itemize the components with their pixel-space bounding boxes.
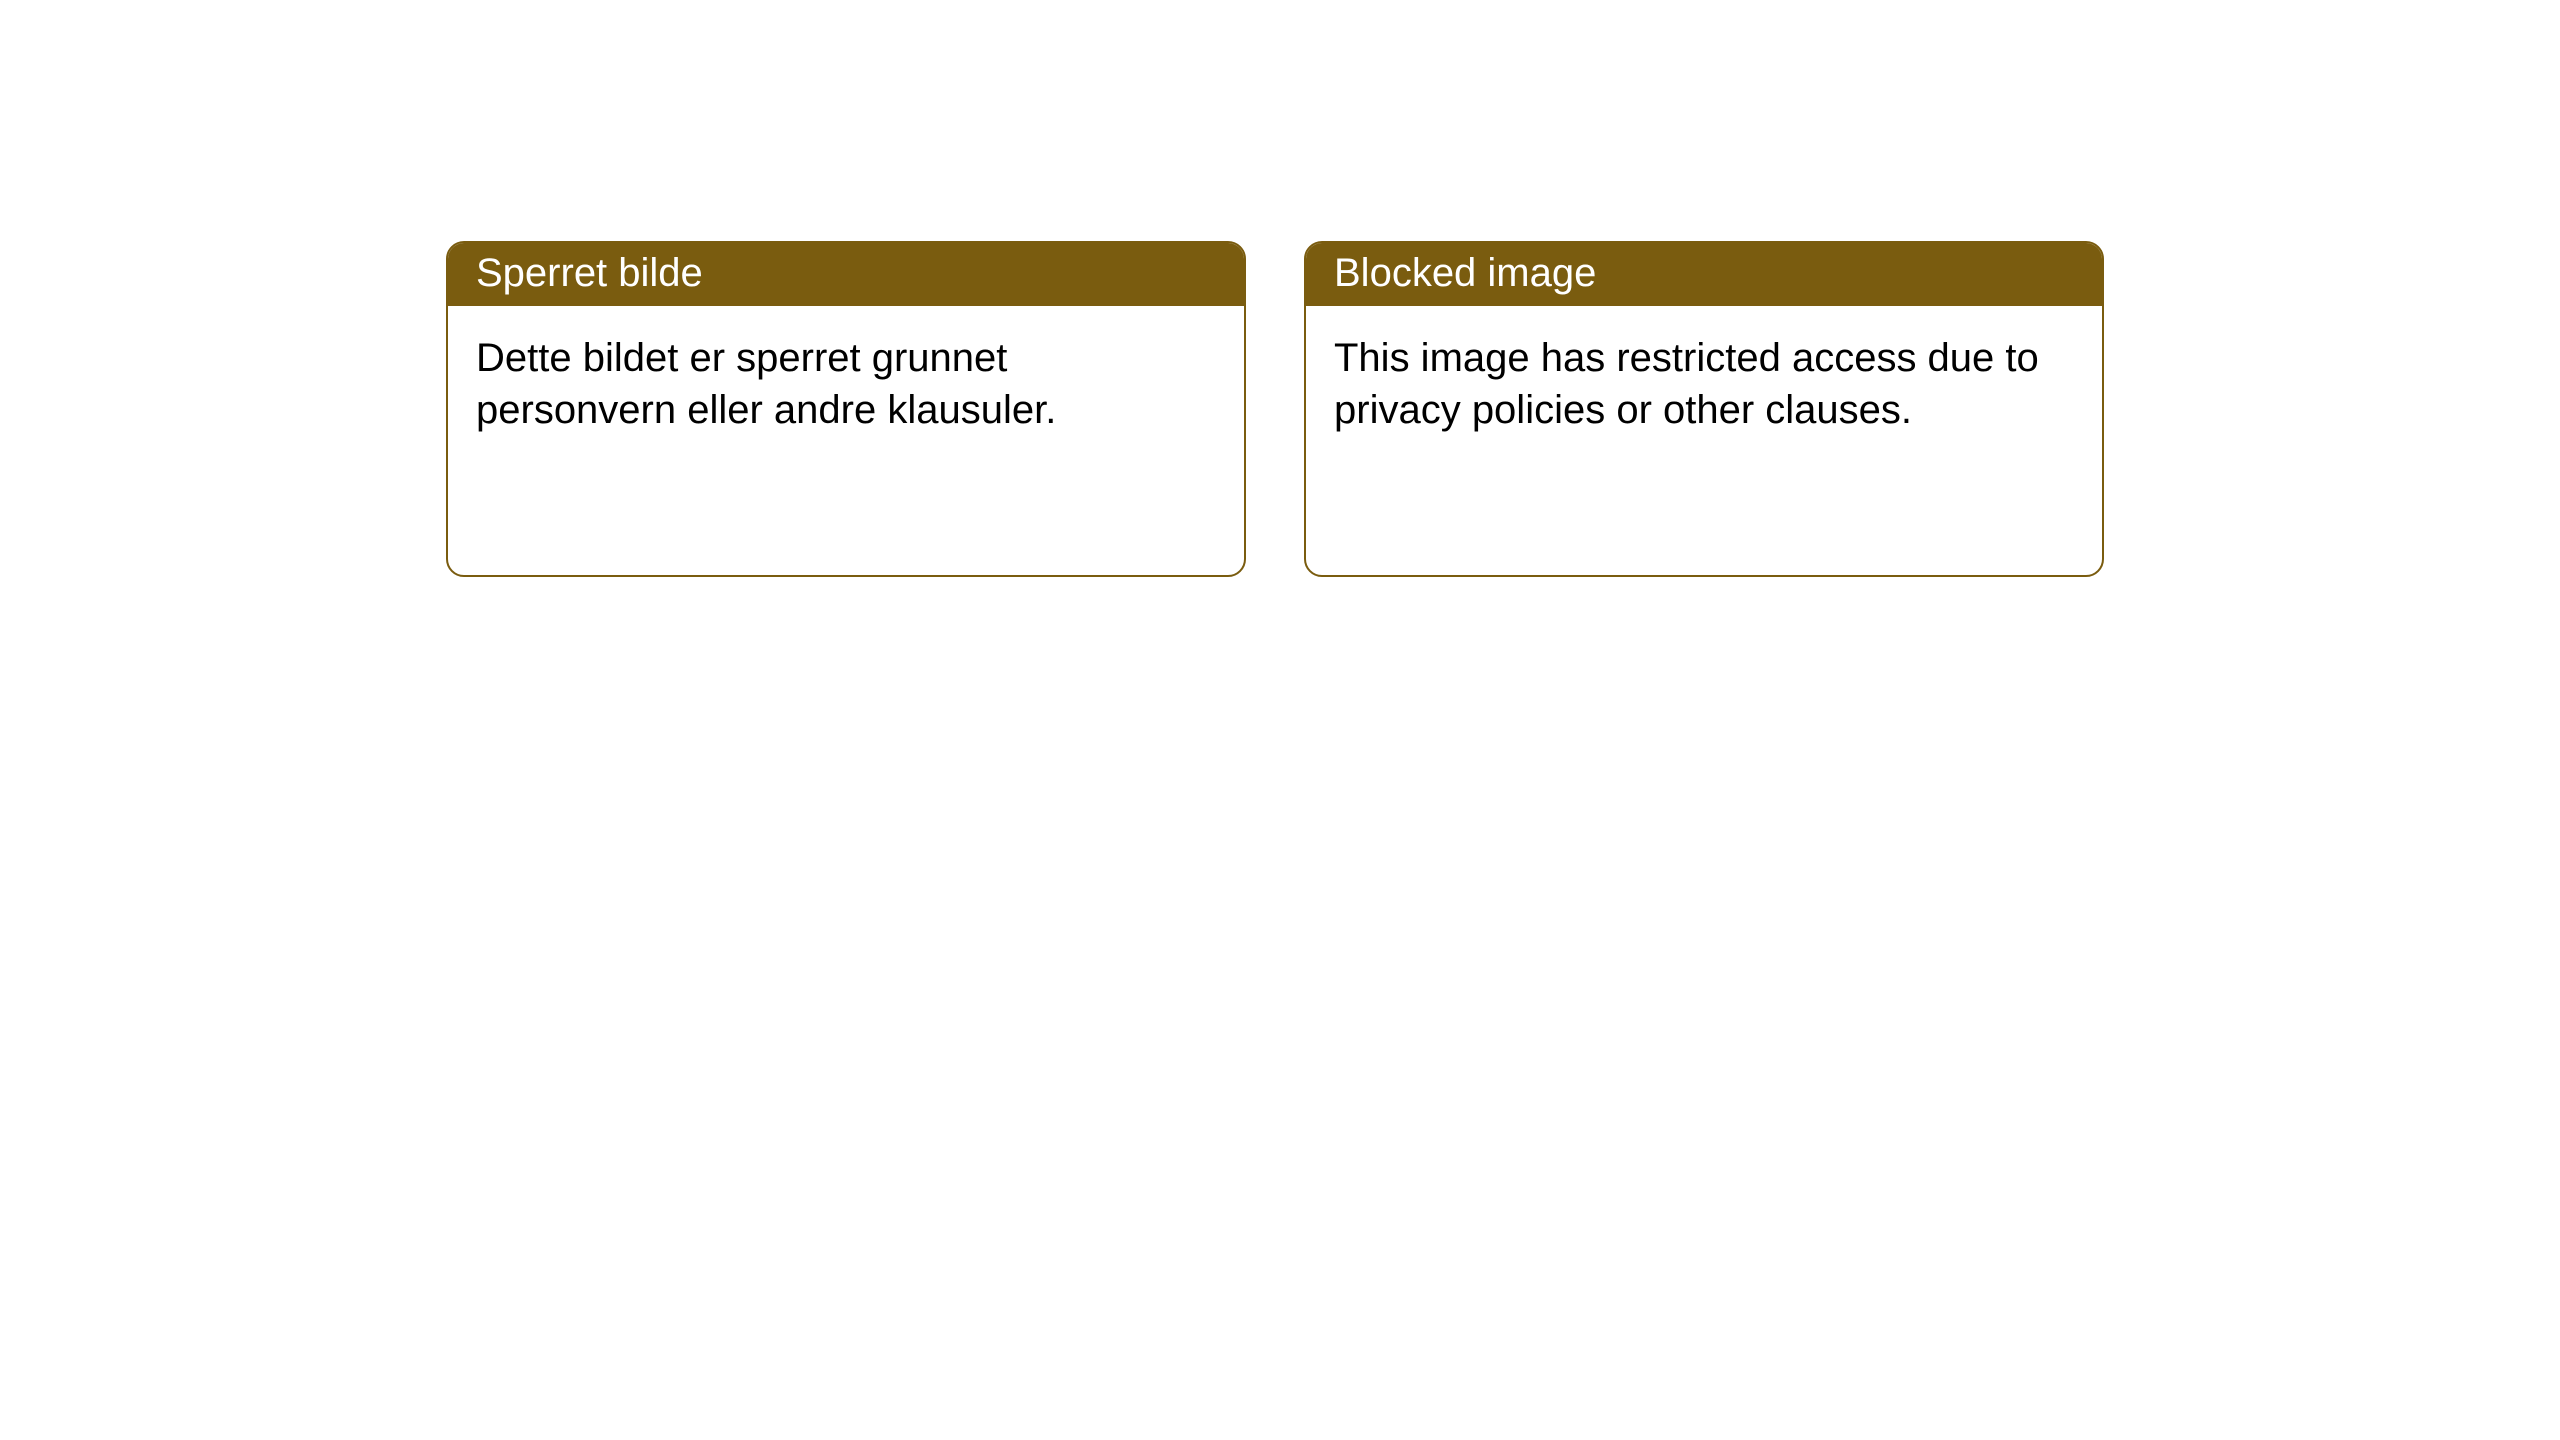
notice-body: This image has restricted access due to …	[1306, 306, 2102, 462]
notice-card-norwegian: Sperret bilde Dette bildet er sperret gr…	[446, 241, 1246, 577]
notice-message: This image has restricted access due to …	[1334, 336, 2039, 432]
notice-message: Dette bildet er sperret grunnet personve…	[476, 336, 1056, 432]
notice-header: Sperret bilde	[448, 243, 1244, 306]
notice-title: Blocked image	[1334, 251, 1596, 295]
notice-card-english: Blocked image This image has restricted …	[1304, 241, 2104, 577]
notice-body: Dette bildet er sperret grunnet personve…	[448, 306, 1244, 462]
notice-title: Sperret bilde	[476, 251, 703, 295]
notice-container: Sperret bilde Dette bildet er sperret gr…	[446, 241, 2104, 577]
notice-header: Blocked image	[1306, 243, 2102, 306]
